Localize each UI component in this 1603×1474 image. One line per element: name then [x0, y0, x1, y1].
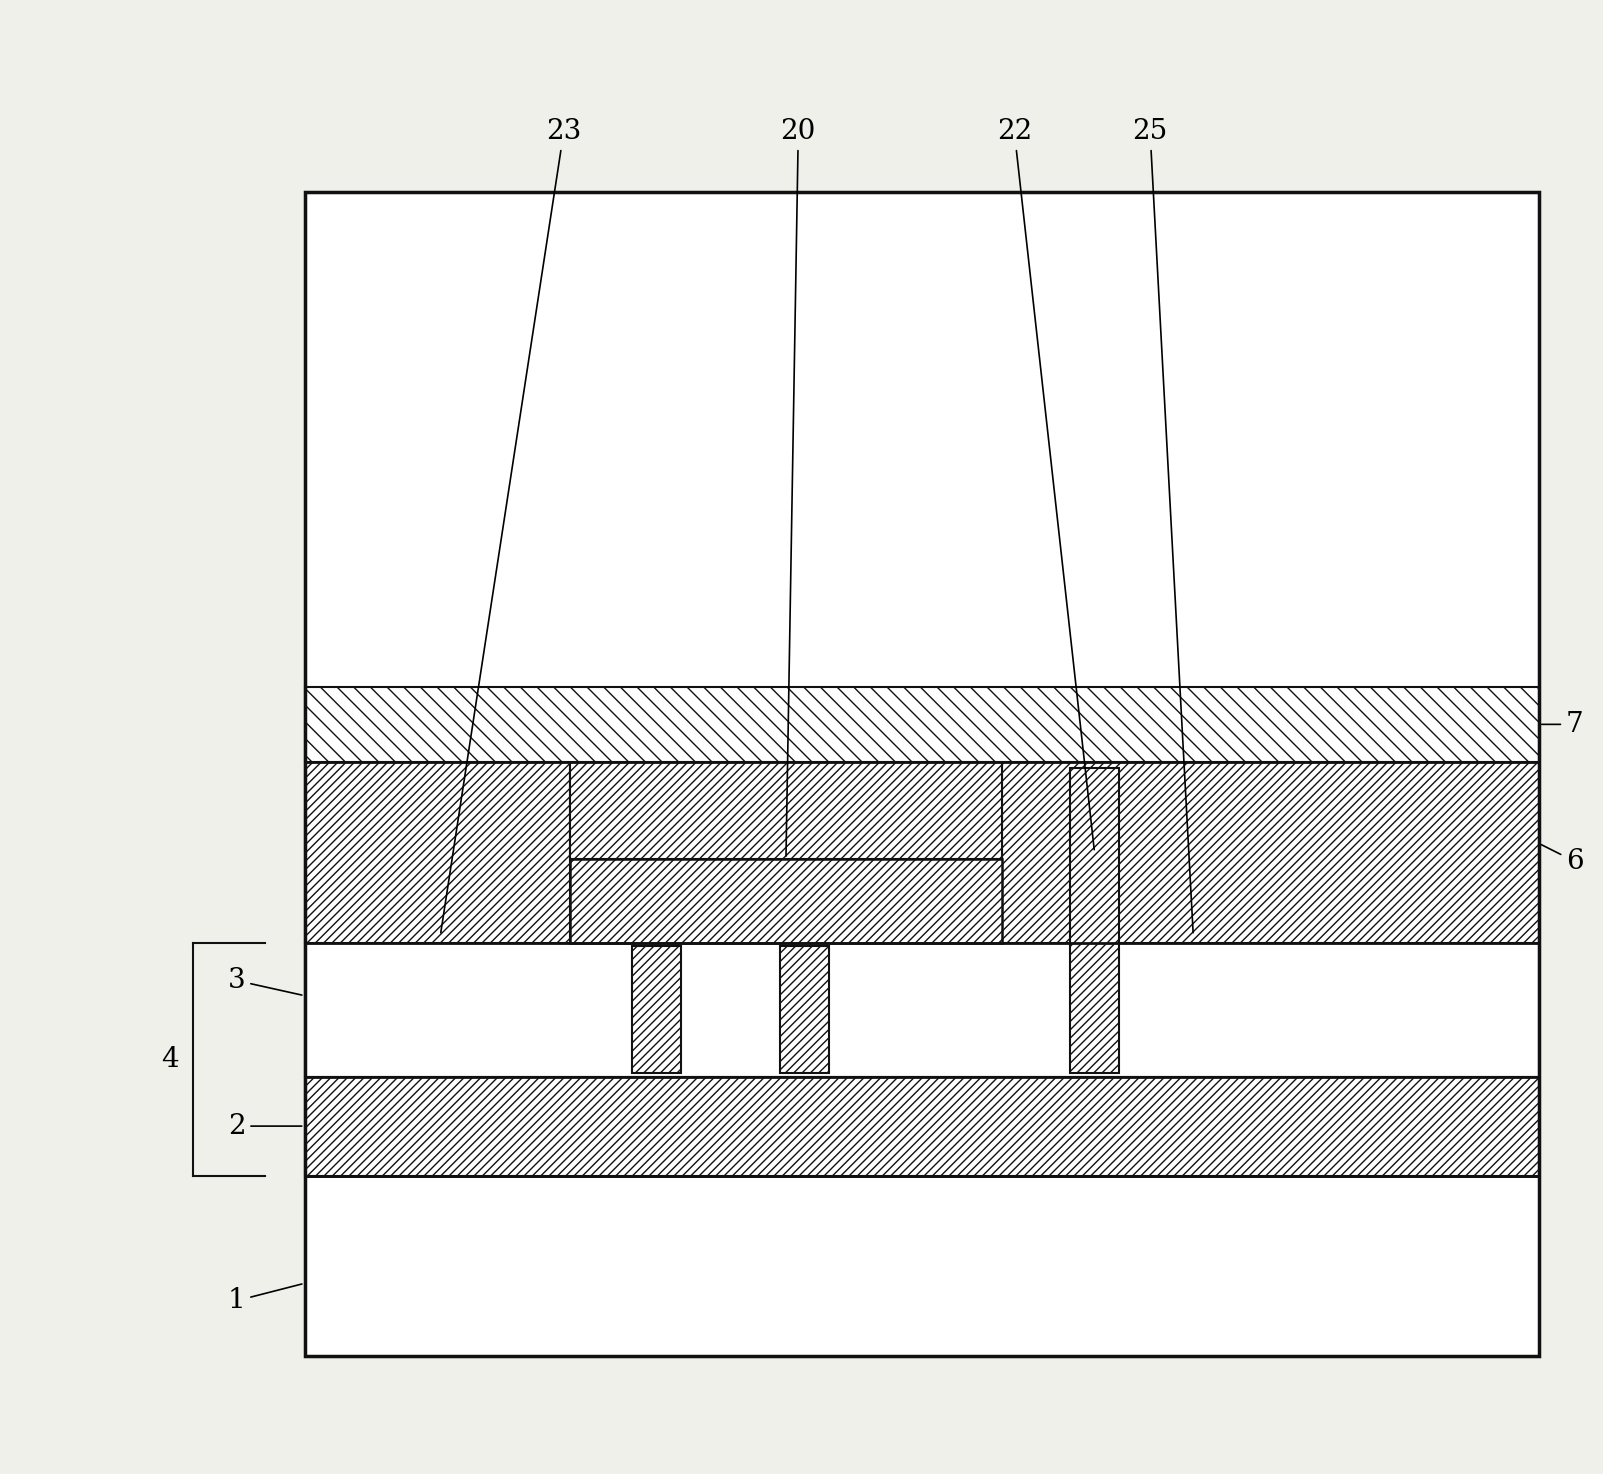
Bar — [305, 943, 1539, 1076]
Text: 1: 1 — [228, 1284, 301, 1315]
Text: 23: 23 — [441, 118, 582, 933]
Bar — [305, 1176, 1539, 1356]
Text: 25: 25 — [1132, 118, 1193, 933]
Bar — [305, 1076, 1539, 1176]
Bar — [305, 192, 1539, 1356]
Text: 7: 7 — [1542, 710, 1584, 738]
Text: 3: 3 — [228, 967, 301, 995]
Text: 6: 6 — [1542, 845, 1584, 876]
Bar — [1069, 768, 1119, 1073]
Bar — [1002, 762, 1539, 943]
Text: 2: 2 — [228, 1113, 301, 1139]
Bar — [305, 192, 1539, 1356]
Text: 22: 22 — [997, 118, 1095, 849]
Bar — [632, 946, 681, 1073]
Text: 20: 20 — [781, 118, 816, 856]
Bar — [305, 687, 1539, 762]
Bar — [779, 946, 829, 1073]
Bar — [571, 762, 1002, 859]
Text: 4: 4 — [160, 1045, 178, 1073]
Bar — [305, 762, 571, 943]
Bar — [571, 859, 1002, 943]
